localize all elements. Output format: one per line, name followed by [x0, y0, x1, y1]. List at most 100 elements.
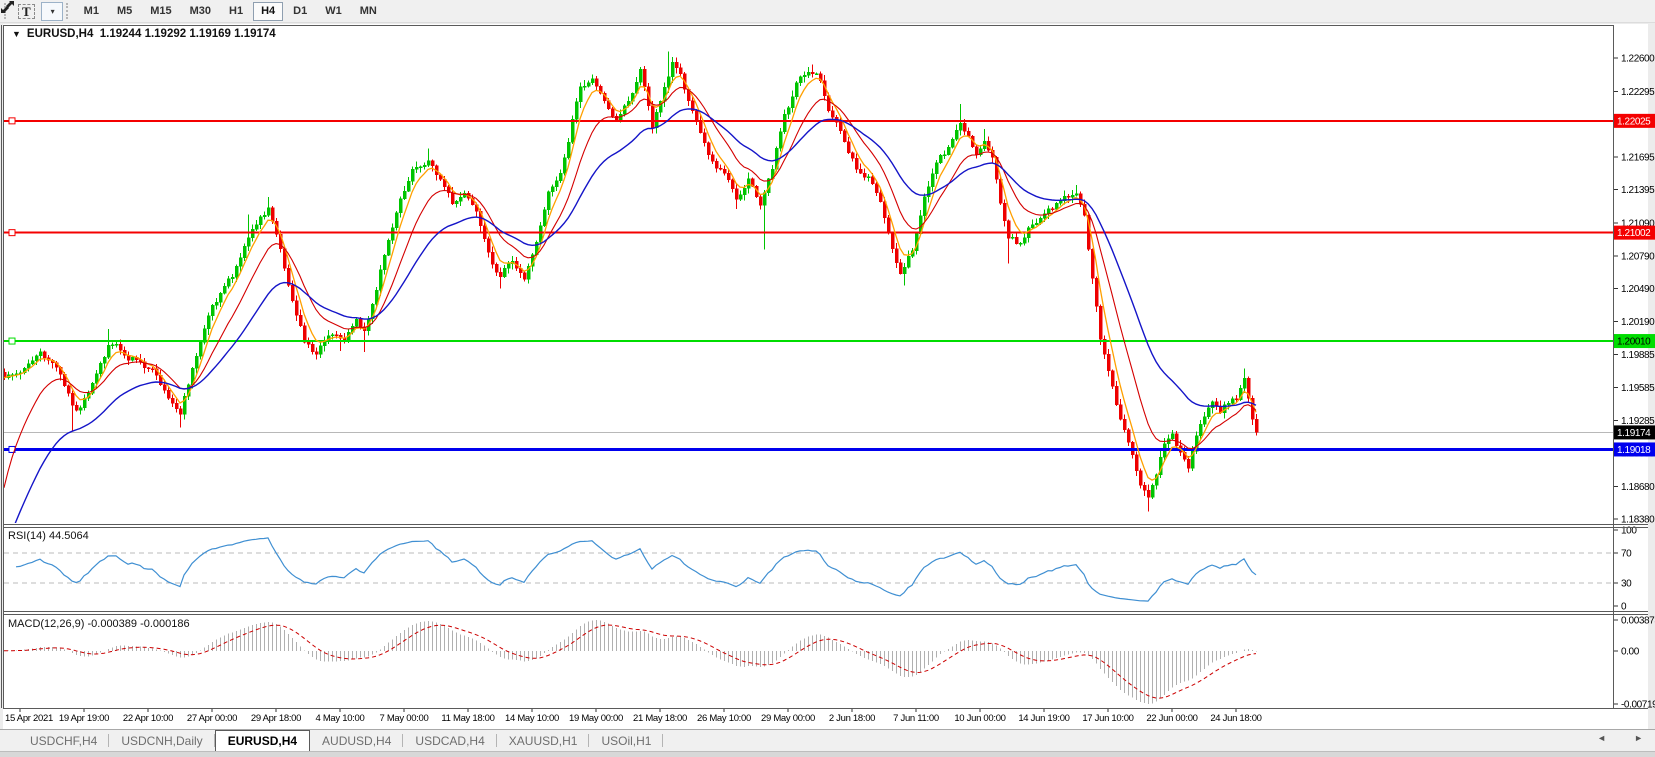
macd-axis-label: -0.007195	[1621, 700, 1655, 711]
candle-up	[802, 75, 807, 77]
line-1.19018-badge[interactable]	[1614, 442, 1655, 457]
candle-down	[850, 152, 855, 159]
chart-menu-arrow-icon[interactable]: ▼	[12, 29, 21, 39]
price-axis-label: 1.20790	[1621, 251, 1655, 262]
candle-up	[262, 214, 267, 218]
price-axis-label: 1.21695	[1621, 152, 1655, 163]
candle-up	[526, 266, 531, 280]
candle-down	[118, 344, 123, 351]
macd-values: -0.000389 -0.000186	[87, 618, 190, 630]
candle-up	[198, 342, 203, 357]
macd-name: MACD(12,26,9)	[8, 618, 85, 630]
date-axis-label: 26 May 10:00	[697, 713, 751, 724]
ohlc-close: 1.19174	[234, 28, 276, 40]
tf-button-W1[interactable]: W1	[325, 5, 342, 17]
line-handle-1.21002[interactable]	[8, 229, 16, 237]
candle-up	[762, 192, 767, 206]
chart-tab-EURUSDH4[interactable]: EURUSD,H4	[214, 730, 311, 751]
tf-button-M1[interactable]: M1	[83, 5, 99, 17]
candle-up	[578, 86, 583, 103]
line-1.20010-badge[interactable]	[1614, 334, 1655, 349]
candle-up	[194, 356, 199, 369]
price-axis-label: 1.21395	[1621, 185, 1655, 196]
tf-button-H1[interactable]: H1	[229, 5, 244, 17]
candle-down	[1146, 489, 1151, 498]
line-handle-1.22025[interactable]	[8, 117, 16, 125]
window-bottom-strip	[0, 751, 1655, 757]
chart-tab-USOilH1[interactable]: USOil,H1	[589, 730, 664, 751]
candle-up	[330, 334, 335, 337]
candle-up	[550, 186, 555, 193]
candle-down	[490, 252, 495, 265]
line-1.21002-badge[interactable]	[1614, 225, 1655, 240]
candle-down	[810, 71, 815, 75]
candle-down	[882, 201, 887, 218]
line-handle-1.20010[interactable]	[8, 337, 16, 345]
candle-down	[610, 108, 615, 117]
candle-up	[794, 82, 799, 97]
text-tool-button[interactable]: T	[14, 2, 39, 21]
tabs-scroll-left-icon[interactable]: ◄	[1597, 733, 1607, 743]
chart-tab-AUDUSDH4[interactable]: AUDUSD,H4	[310, 730, 404, 751]
candle-down	[166, 390, 171, 399]
candle-up	[582, 85, 587, 88]
candle-up	[98, 363, 103, 374]
candle-down	[858, 168, 863, 174]
chart-tab-USDCNHDaily[interactable]: USDCNH,Daily	[109, 730, 215, 751]
candle-down	[446, 186, 451, 193]
candle-up	[426, 160, 431, 166]
candle-down	[966, 130, 971, 137]
candle-down	[1098, 305, 1103, 340]
tf-button-H4[interactable]: H4	[253, 1, 284, 21]
macd-histogram	[8, 620, 1257, 704]
candle-up	[978, 148, 983, 155]
candle-up	[1042, 213, 1047, 219]
chart-tab-XAUUSDH1[interactable]: XAUUSD,H1	[497, 730, 590, 751]
candle-down	[1066, 196, 1071, 198]
candle-up	[406, 181, 411, 192]
tf-button-D1[interactable]: D1	[293, 5, 308, 17]
candle-up	[814, 73, 819, 76]
chart-tab-USDCADH4[interactable]: USDCAD,H4	[403, 730, 497, 751]
date-axis-label: 27 Apr 00:00	[187, 713, 237, 724]
candle-up	[422, 165, 427, 167]
tf-button-MN[interactable]: MN	[359, 5, 377, 17]
current-price-badge[interactable]	[1614, 425, 1655, 440]
candle-down	[486, 238, 491, 253]
candle-down	[974, 146, 979, 155]
candle-up	[570, 119, 575, 143]
candle-down	[1082, 203, 1087, 216]
arrows-tool-button[interactable]: ▾	[1, 1, 63, 21]
tabs-scroll-right-icon[interactable]: ►	[1634, 733, 1643, 743]
candle-down	[698, 119, 703, 133]
candle-up	[926, 186, 931, 198]
candle-down	[1006, 220, 1011, 239]
candle-down	[598, 85, 603, 94]
tf-button-M30[interactable]: M30	[189, 5, 212, 17]
candle-up	[746, 178, 751, 189]
timeframe-group: M1 M5 M15 M30 H1 H4 D1 W1 MN	[75, 1, 386, 21]
candle-up	[410, 168, 415, 182]
candle-down	[310, 344, 315, 353]
arrows-dropdown-caret: ▾	[50, 6, 55, 16]
tf-button-M15[interactable]: M15	[150, 5, 172, 17]
chart-tab-USDCHFH4[interactable]: USDCHF,H4	[18, 730, 110, 751]
chart-background[interactable]	[3, 24, 1648, 729]
candle-up	[566, 142, 571, 159]
candle-down	[66, 385, 71, 394]
candle-down	[498, 271, 503, 278]
toolbar-grip-2[interactable]	[65, 3, 71, 19]
arrows-icon	[1, 1, 14, 13]
candle-down	[1174, 433, 1179, 446]
price-axis-label: 1.20490	[1621, 284, 1655, 295]
candle-down	[290, 285, 295, 302]
candle-down	[178, 408, 183, 415]
candle-down	[1014, 236, 1019, 244]
toolbar: T ▾ M1 M5 M15 M30 H1 H4 D1 W1 MN	[0, 0, 1655, 23]
candle-up	[378, 269, 383, 291]
tab-separator	[213, 734, 215, 747]
tf-button-M5[interactable]: M5	[116, 5, 133, 17]
rsi-indicator-label: RSI(14) 44.5064	[8, 530, 89, 542]
line-1.22025-badge[interactable]	[1614, 113, 1655, 128]
